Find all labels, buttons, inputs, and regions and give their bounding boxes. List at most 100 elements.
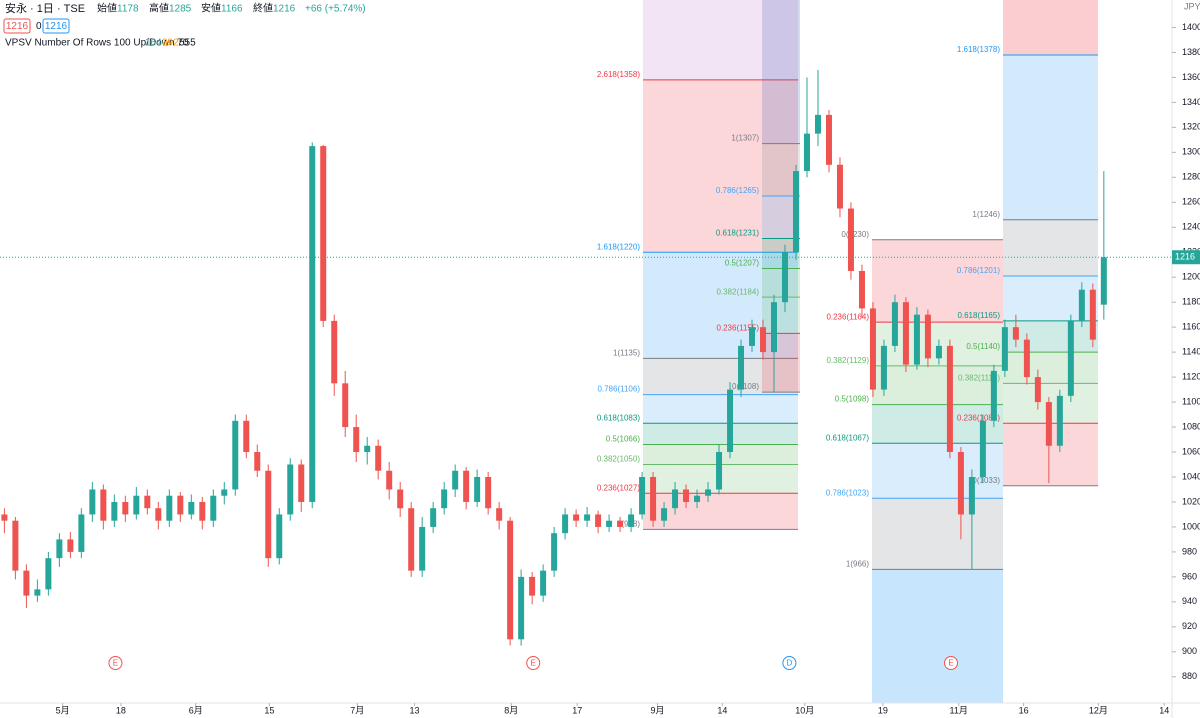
candle-body	[946, 345, 953, 453]
fib-label: 0(1108)	[732, 382, 759, 391]
candle-body	[727, 389, 734, 453]
candle-body	[67, 539, 74, 552]
badge-text: 1216	[6, 21, 29, 32]
candle-body	[243, 420, 250, 453]
ohlc-label: 始値	[97, 2, 117, 15]
fib-label: 0.382(1129)	[826, 356, 869, 365]
candle-body	[375, 445, 382, 471]
candle-body	[254, 452, 261, 471]
candle-body	[386, 470, 393, 490]
candle-body	[100, 489, 107, 521]
price-label: 1216	[1175, 252, 1195, 262]
candle-body	[1012, 327, 1019, 340]
candle-body	[397, 489, 404, 509]
candle-body	[650, 476, 657, 521]
candle-body	[847, 208, 854, 271]
x-tick-label: 13	[409, 705, 419, 715]
candle-body	[122, 501, 129, 515]
candle-body	[595, 514, 602, 527]
y-tick-label: 1180	[1182, 297, 1200, 307]
candle-body	[320, 146, 327, 321]
ohlc-label: 高値	[149, 2, 169, 15]
fib-label: 0.786(1265)	[716, 186, 759, 195]
candle-body	[166, 495, 173, 521]
fib-label: 1(1307)	[731, 134, 759, 143]
candle-body	[771, 302, 778, 353]
y-tick-label: 880	[1182, 671, 1197, 681]
candle-body	[628, 514, 635, 527]
indicator-value: 555	[179, 38, 196, 49]
candle-body	[540, 570, 547, 596]
y-tick-label: 1360	[1182, 72, 1200, 82]
x-tick-label: 18	[116, 705, 126, 715]
candle-body	[298, 464, 305, 502]
candle-body	[1100, 257, 1107, 305]
candle-body	[177, 495, 184, 515]
x-tick-label: 11月	[950, 705, 968, 715]
y-tick-label: 1160	[1182, 322, 1200, 332]
fib-band	[872, 498, 1003, 570]
candle-body	[803, 133, 810, 172]
candle-body	[518, 576, 525, 640]
ohlc-value: 1216	[273, 4, 296, 15]
candle-body	[968, 476, 975, 515]
fib-label: 0.236(1027)	[597, 483, 640, 492]
fib-band	[762, 297, 800, 334]
candle-body	[749, 327, 756, 346]
candle-body	[661, 508, 668, 521]
y-tick-label: 960	[1182, 571, 1197, 581]
y-tick-label: 1140	[1182, 346, 1200, 356]
candle-body	[606, 520, 613, 527]
candle-body	[573, 514, 580, 521]
fib-label: 0.618(1165)	[957, 311, 1000, 320]
fib-label: 1.618(1220)	[597, 242, 640, 251]
badge-text: 1216	[45, 21, 68, 32]
candle-body	[1067, 320, 1074, 396]
ohlc-value: 1166	[221, 4, 243, 15]
fib-beyond	[643, 0, 798, 80]
candle-body	[957, 452, 964, 515]
ohlc-label: 終値	[253, 2, 273, 15]
ohlc-label: 安値	[201, 2, 221, 15]
candle-body	[133, 495, 140, 515]
y-tick-label: 1300	[1182, 147, 1200, 157]
fib-band	[1003, 219, 1098, 276]
candle-body	[814, 114, 821, 134]
event-label: E	[113, 659, 118, 668]
y-tick-label: 1400	[1182, 22, 1200, 32]
x-tick-label: 7月	[350, 705, 364, 715]
indicator-title: VPSV Number Of Rows 100 Up/Down 70	[5, 38, 189, 49]
candle-body	[924, 314, 931, 359]
candle-body	[78, 514, 85, 552]
candle-body	[89, 489, 96, 515]
candle-body	[1, 514, 8, 521]
candle-body	[529, 576, 536, 596]
candle-body	[672, 489, 679, 509]
candle-body	[408, 508, 415, 571]
fib-tools: 0(998)0.236(1027)0.382(1050)0.5(1066)0.6…	[597, 0, 1098, 703]
candle-body	[935, 345, 942, 359]
candle-body	[199, 501, 206, 521]
candle-body	[694, 495, 701, 502]
fib-band	[762, 268, 800, 298]
x-tick-label: 15	[264, 705, 274, 715]
fib-label: 0.786(1023)	[826, 488, 869, 497]
fib-label: 1(1135)	[613, 348, 640, 357]
y-tick-label: 1040	[1182, 471, 1200, 481]
candle-body	[452, 470, 459, 490]
candle-body	[111, 501, 118, 521]
candle-body	[276, 514, 283, 559]
candle-body	[551, 533, 558, 571]
y-tick-label: 1380	[1182, 47, 1200, 57]
y-tick-label: 1280	[1182, 172, 1200, 182]
y-tick-label: 900	[1182, 646, 1197, 656]
fib-label: 0.786(1201)	[957, 266, 1000, 275]
fib-beyond	[762, 0, 800, 144]
indicator-value: 392	[162, 38, 179, 49]
fib-label: 0.236(1164)	[826, 312, 869, 321]
candle-body	[1034, 377, 1041, 403]
fib-beyond	[1003, 0, 1098, 55]
candle-body	[23, 570, 30, 596]
x-tick-label: 9月	[650, 705, 664, 715]
